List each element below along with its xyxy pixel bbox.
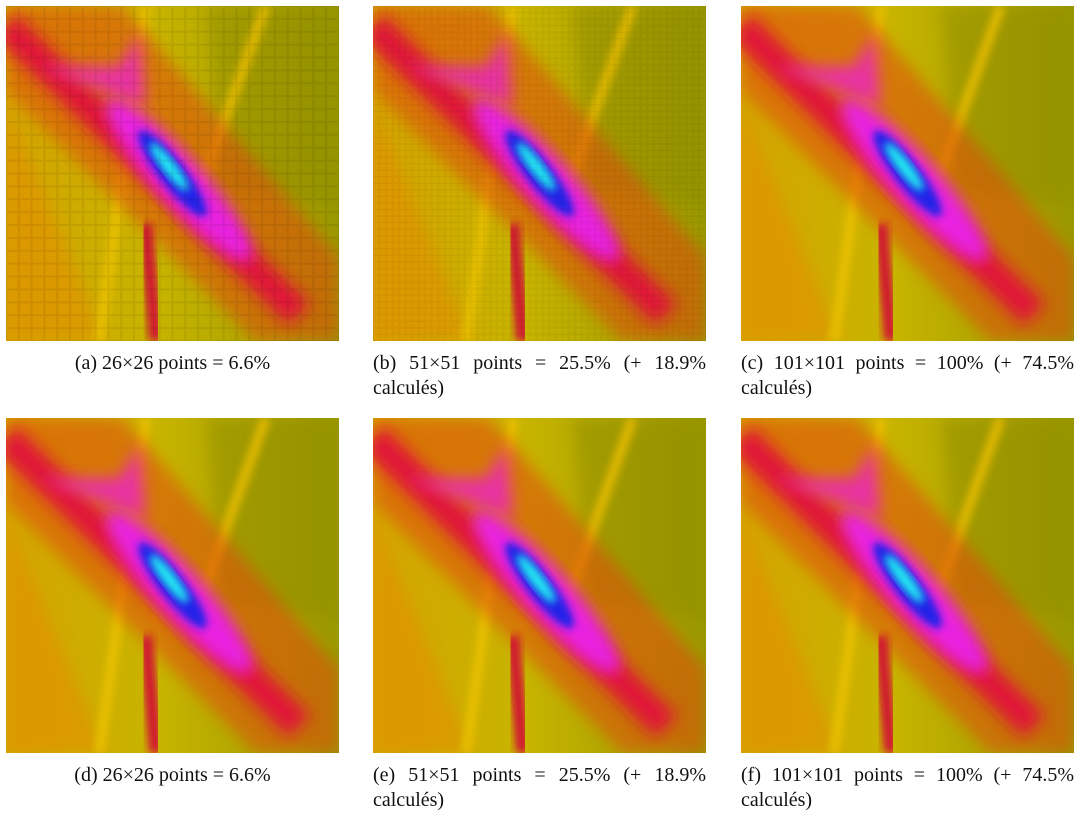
panel: (d) 26×26 points = 6.6% (6, 418, 339, 788)
caption: (e) 51×51 points = 25.5% (+ 18.9% calcul… (373, 764, 706, 811)
heatmap-image (373, 418, 706, 753)
caption: (a) 26×26 points = 6.6% (74, 352, 271, 374)
panel: (a) 26×26 points = 6.6% (6, 6, 339, 376)
caption: (f) 101×101 points = 100% (+ 74.5% calcu… (741, 764, 1074, 811)
heatmap-image (373, 6, 706, 341)
caption: (b) 51×51 points = 25.5% (+ 18.9% calcul… (373, 352, 706, 399)
panel: (e) 51×51 points = 25.5% (+ 18.9% calcul… (373, 418, 706, 813)
heatmap-image (741, 6, 1074, 341)
heatmap-image (6, 6, 339, 341)
caption: (c) 101×101 points = 100% (+ 74.5% calcu… (741, 352, 1074, 399)
heatmap-image (741, 418, 1074, 753)
panel: (c) 101×101 points = 100% (+ 74.5% calcu… (741, 6, 1074, 401)
panel: (b) 51×51 points = 25.5% (+ 18.9% calcul… (373, 6, 706, 401)
panel: (f) 101×101 points = 100% (+ 74.5% calcu… (741, 418, 1074, 813)
caption: (d) 26×26 points = 6.6% (74, 764, 271, 786)
heatmap-image (6, 418, 339, 753)
